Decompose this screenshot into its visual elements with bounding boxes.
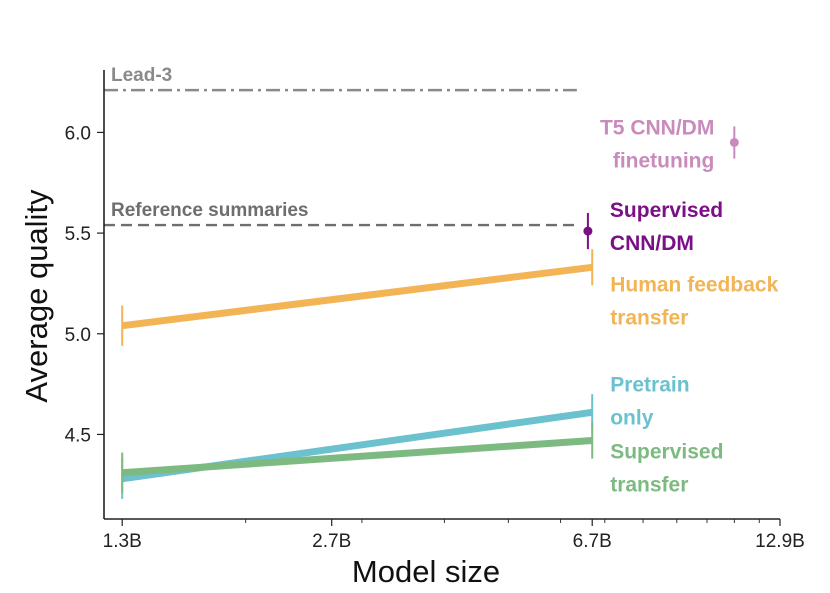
series-label-supervised-transfer-2: transfer bbox=[610, 473, 688, 496]
y-tick-label-6-0: 6.0 bbox=[65, 123, 91, 144]
x-tick-label-6-7b: 6.7B bbox=[573, 531, 612, 552]
point-label-supervised-cnn-dm-2: CNN/DM bbox=[610, 232, 694, 255]
y-axis-label: Average quality bbox=[19, 189, 54, 403]
series-layer bbox=[121, 249, 594, 499]
x-tick-label-2-7b: 2.7B bbox=[312, 531, 351, 552]
point-label-supervised-cnn-dm-1: Supervised bbox=[610, 199, 723, 222]
y-tick-label-4-5: 4.5 bbox=[65, 425, 91, 446]
series-label-human-feedback-transfer-1: Human feedback bbox=[610, 273, 778, 296]
series-labels: Human feedback transfer Pretrain only Superv… bbox=[600, 116, 779, 496]
x-axis-label: Model size bbox=[352, 554, 500, 589]
series-label-pretrain-only-1: Pretrain bbox=[610, 373, 689, 396]
reference-label-reference-summaries: Reference summaries bbox=[111, 200, 309, 221]
point-supervised-cnn-dm bbox=[583, 226, 593, 236]
point-t5-cnn-dm-finetuning bbox=[729, 137, 739, 147]
series-label-human-feedback-transfer-2: transfer bbox=[610, 306, 688, 329]
point-layer bbox=[583, 126, 739, 250]
series-label-supervised-transfer-1: Supervised bbox=[610, 440, 723, 463]
point-label-t5-cnn-dm-finetuning-1: T5 CNN/DM bbox=[600, 116, 714, 139]
series-line-supervised-transfer bbox=[121, 436, 593, 477]
x-ticks: 1.3B 2.7B 6.7B 12.9B bbox=[103, 519, 805, 552]
y-ticks: 4.5 5.0 5.5 6.0 bbox=[65, 123, 104, 446]
point-label-t5-cnn-dm-finetuning-2: finetuning bbox=[613, 149, 714, 172]
series-line-human-feedback-transfer bbox=[121, 263, 593, 330]
x-tick-label-12-9b: 12.9B bbox=[755, 531, 805, 552]
reference-lines: Lead-3 Reference summaries bbox=[104, 65, 577, 227]
x-tick-label-1-3b: 1.3B bbox=[103, 531, 142, 552]
reference-label-lead-3: Lead-3 bbox=[111, 65, 172, 86]
y-tick-label-5-5: 5.5 bbox=[65, 224, 91, 245]
y-tick-label-5-0: 5.0 bbox=[65, 325, 91, 346]
series-label-pretrain-only-2: only bbox=[610, 406, 653, 429]
